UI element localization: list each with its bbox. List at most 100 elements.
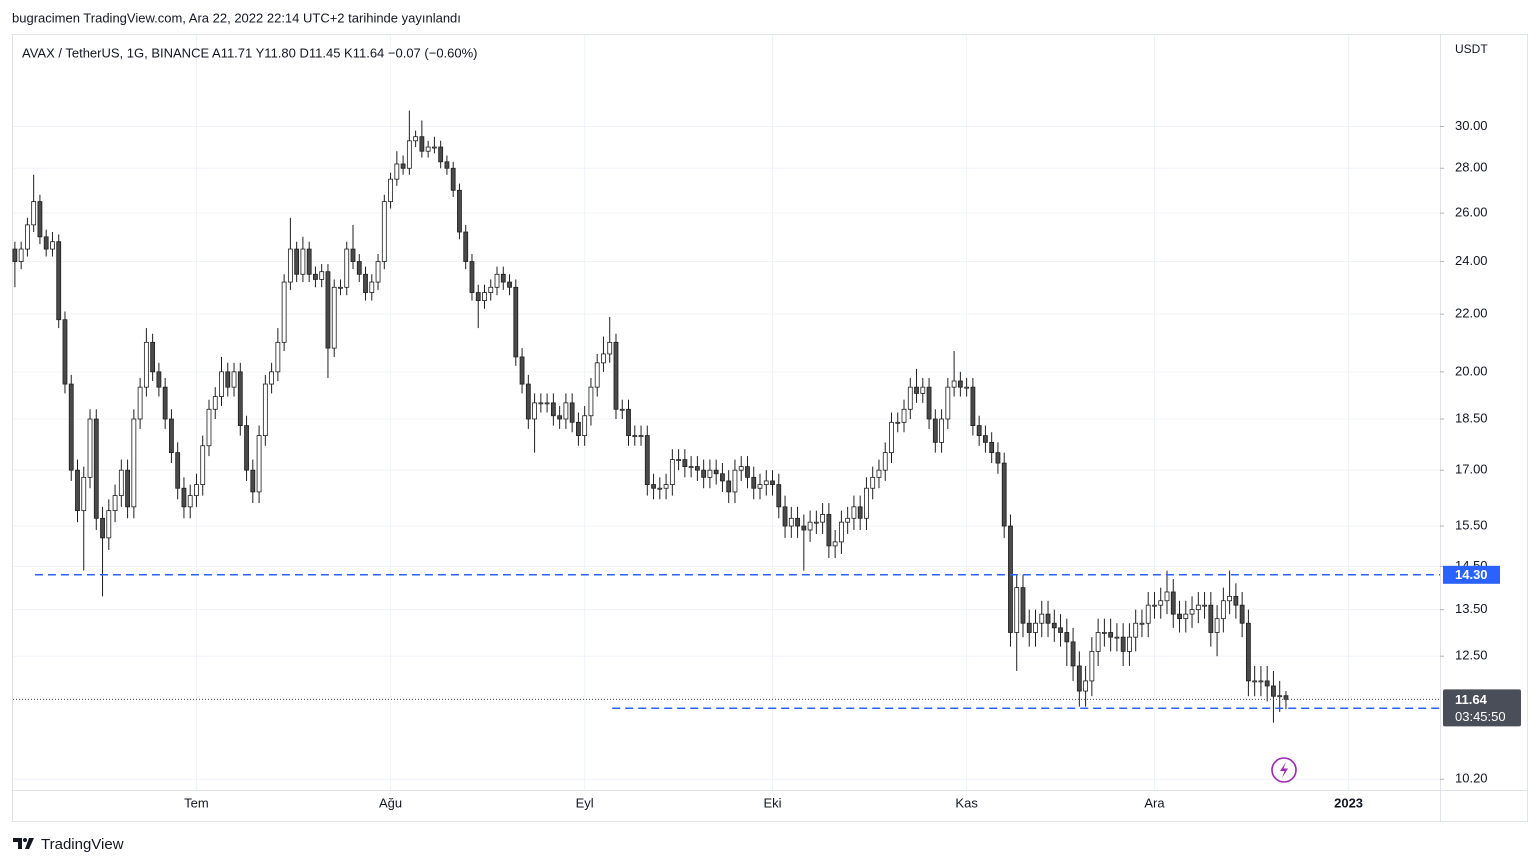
candle-body [1127,636,1132,652]
candle-body [12,248,18,262]
candle-body [732,469,738,493]
candle-body [757,484,763,489]
y-tick-label: 20.00 [1455,363,1488,378]
symbol-header: AVAX / TetherUS, 1G, BINANCE A11.71 Y11.… [22,45,478,60]
candle-body [419,136,425,152]
candle-body [500,273,506,283]
candle-body [406,140,412,169]
candle-body [507,281,512,288]
candle-body [720,473,725,482]
candle-body [1271,685,1276,697]
candle-body [175,452,181,489]
candle-body [93,418,99,519]
candle-body [907,386,913,410]
candle-body [344,248,350,288]
countdown-label: 03:45:50 [1455,709,1506,724]
candle-body [745,466,750,478]
candle-body [388,178,393,202]
candle-body [651,484,656,489]
candle-body [726,480,732,493]
candle-body [1283,695,1289,700]
candle-body [989,441,995,454]
candle-body [1252,680,1258,683]
candle-body [513,286,519,358]
last-price-label: 11.64 [1455,692,1488,707]
x-tick-label: 2023 [1334,795,1363,810]
x-tick-label: Eki [763,795,781,810]
x-tick-label: Kas [955,795,978,810]
candle-body [1033,622,1038,633]
candle-body [532,402,537,420]
candle-body [870,476,876,489]
candle-body [738,466,744,471]
candle-body [469,261,475,293]
y-tick-label: 24.00 [1455,253,1488,268]
x-tick-label: Eyl [576,795,594,810]
candle-body [1183,613,1189,620]
candle-body [425,146,431,152]
candle-body [594,362,600,388]
candle-body [926,386,932,420]
y-tick-label: 17.00 [1455,462,1488,477]
candle-body [212,396,218,410]
candle-body [838,521,844,543]
candle-body [701,469,707,478]
candle-body [638,435,644,437]
candle-body [400,163,406,169]
candle-body [607,341,613,355]
candle-body [751,476,757,489]
candle-body [350,248,356,262]
candle-body [569,402,575,423]
candle-body [262,383,268,436]
candle-body [1008,525,1013,633]
candle-body [663,484,669,489]
candle-body [1089,650,1095,682]
candle-body [237,371,243,426]
y-tick-label: 10.20 [1455,771,1488,786]
candle-body [256,435,262,493]
candle-body [181,487,187,508]
candle-body [1164,591,1170,602]
candle-body [200,445,206,485]
candle-body [482,292,487,301]
y-tick-label: 15.50 [1455,517,1488,532]
candle-body [394,163,400,180]
candle-body [375,261,381,283]
candle-body [807,521,813,531]
candle-body [1039,613,1045,624]
candle-body [1245,622,1251,682]
publisher-line: bugracimen TradingView.com, Ara 22, 2022… [12,10,461,25]
candle-body [56,241,62,321]
candle-body [156,371,162,388]
candle-body [250,469,256,493]
candle-body [1064,632,1070,643]
candle-body [100,517,105,539]
candle-body [50,241,55,250]
candle-body [914,386,919,394]
candle-body [619,408,625,411]
candle-body [356,261,362,275]
candle-body [287,248,293,283]
candle-body [588,386,594,417]
candle-body [682,459,688,468]
candle-body [31,201,37,226]
candle-body [1145,604,1151,624]
x-tick-label: Ağu [379,795,402,810]
candle-body [788,517,794,527]
candle-body [795,517,800,527]
candle-body [118,469,124,497]
candle-body [1177,613,1182,620]
candle-body [782,506,788,527]
candle-body [970,386,976,426]
candle-body [1264,680,1270,687]
candle-body [1108,632,1114,638]
candle-body [832,541,838,547]
candle-body [889,421,894,454]
candle-body [269,371,275,385]
candle-body [475,292,481,301]
candle-body [657,487,663,490]
candle-body [857,506,863,519]
candle-body [820,514,826,523]
